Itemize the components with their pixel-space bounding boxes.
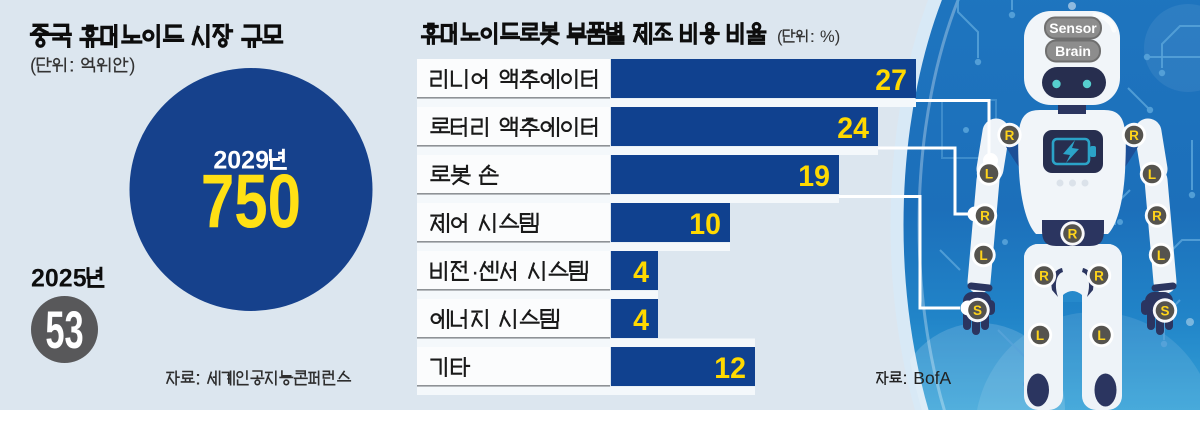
svg-text::: : [810, 28, 816, 46]
svg-text:R: R [1129, 128, 1139, 143]
svg-text:R: R [980, 208, 990, 223]
svg-text:L: L [1157, 248, 1165, 263]
svg-text:(: ( [777, 28, 783, 46]
svg-text:27: 27 [875, 64, 907, 97]
svg-text:L: L [1148, 167, 1156, 182]
svg-text:(: ( [30, 56, 37, 77]
svg-text:2025: 2025 [31, 264, 87, 292]
svg-text:4: 4 [633, 304, 650, 337]
svg-text:·: · [471, 258, 479, 286]
svg-text:750: 750 [201, 159, 301, 244]
svg-text:4: 4 [633, 256, 650, 289]
svg-text:19: 19 [798, 160, 830, 193]
svg-text:Sensor: Sensor [1049, 20, 1097, 36]
svg-text:): ) [129, 56, 135, 77]
svg-text:R: R [1005, 128, 1015, 143]
svg-text:S: S [1160, 303, 1169, 318]
svg-text:12: 12 [714, 352, 746, 385]
svg-text:24: 24 [837, 112, 869, 145]
svg-text:BofA: BofA [913, 368, 951, 388]
svg-text:L: L [1036, 328, 1044, 343]
svg-text:10: 10 [689, 208, 721, 241]
svg-text:53: 53 [45, 302, 83, 360]
svg-text:%): %) [820, 28, 840, 46]
svg-text:L: L [979, 248, 987, 263]
svg-text::: : [195, 369, 201, 390]
svg-text:S: S [973, 303, 982, 318]
svg-text::: : [69, 56, 75, 77]
svg-text:R: R [1039, 268, 1049, 283]
svg-text:R: R [1152, 208, 1162, 223]
svg-text::: : [902, 368, 908, 388]
svg-text:R: R [1094, 268, 1104, 283]
svg-text:2029: 2029 [213, 146, 269, 174]
svg-text:L: L [1097, 328, 1105, 343]
svg-text:L: L [985, 166, 993, 181]
svg-text:R: R [1068, 226, 1078, 241]
svg-text:Brain: Brain [1055, 43, 1091, 59]
